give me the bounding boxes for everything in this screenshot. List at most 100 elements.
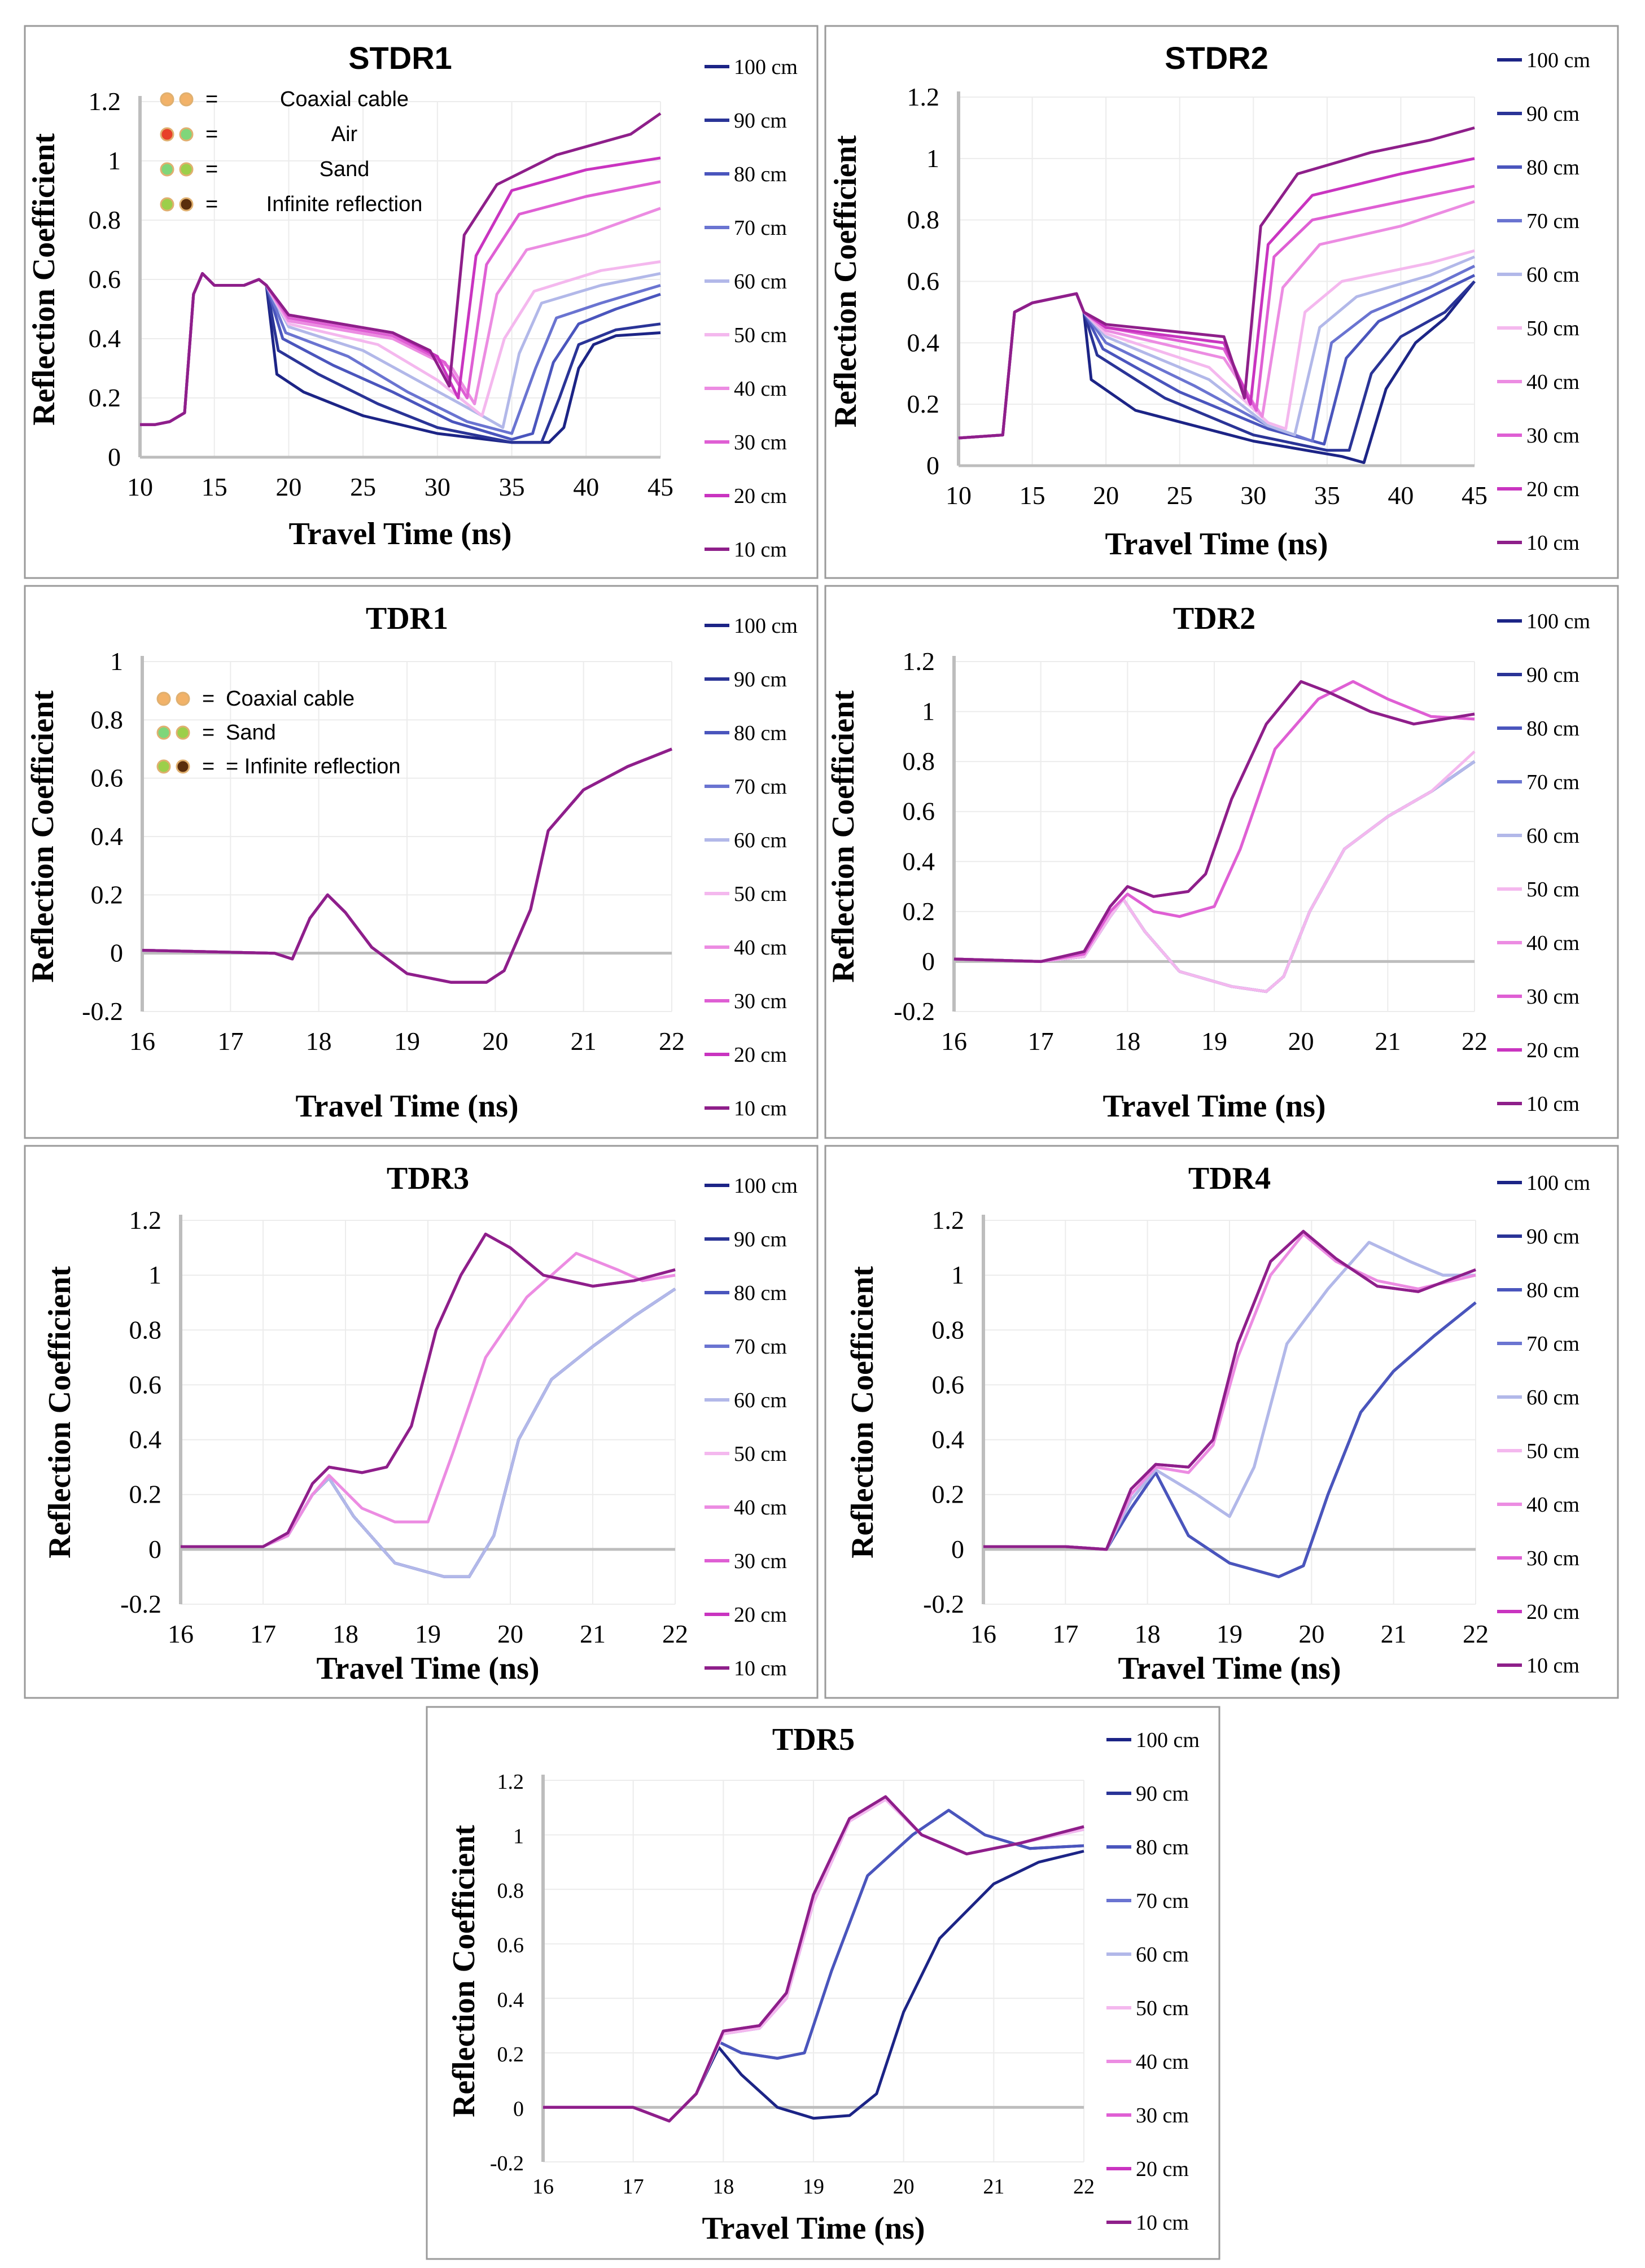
stdr2-legend-label: 50 cm <box>1526 317 1580 340</box>
tdr3-series-40-cm <box>181 1251 676 1548</box>
stdr2-x-tick-label: 40 <box>1388 481 1414 510</box>
stdr1-annotation-label: Coaxial cable <box>280 87 409 111</box>
tdr2-series-50-cm <box>953 750 1476 993</box>
tdr2-title: TDR2 <box>1173 601 1255 636</box>
tdr3-y-axis-label: Reflection Coefficient <box>42 1266 77 1558</box>
tdr4-legend-label: 20 cm <box>1526 1600 1580 1624</box>
tdr3-x-tick-label: 18 <box>333 1619 358 1648</box>
tdr4-x-tick-label: 20 <box>1298 1619 1324 1648</box>
tdr5-legend-label: 50 cm <box>1136 1996 1189 2020</box>
tdr2-legend-label: 60 cm <box>1526 824 1580 848</box>
stdr2-legend-label: 70 cm <box>1526 209 1580 233</box>
tdr3-legend-label: 100 cm <box>734 1174 798 1198</box>
stdr1-annotation-marker <box>179 197 194 212</box>
tdr2-y-tick-label: 1 <box>922 697 935 726</box>
tdr5-x-tick-label: 16 <box>532 2175 554 2199</box>
stdr1-x-tick-label: 10 <box>127 472 153 501</box>
tdr3-y-tick-label: 0.6 <box>129 1370 162 1399</box>
stdr1-legend-label: 70 cm <box>734 216 787 240</box>
tdr2-legend-label: 70 cm <box>1526 770 1580 794</box>
tdr4-legend-label: 30 cm <box>1526 1547 1580 1570</box>
tdr1-annotation-equals: = <box>202 755 215 778</box>
tdr4-legend-label: 40 cm <box>1526 1493 1580 1517</box>
tdr1-annotation-marker <box>156 691 171 706</box>
stdr1-legend-label: 40 cm <box>734 377 787 401</box>
stdr1-y-tick-label: 1.2 <box>89 87 121 116</box>
stdr1-annotation-marker <box>160 127 174 142</box>
tdr5-legend-label: 30 cm <box>1136 2104 1189 2127</box>
tdr4-x-tick-label: 21 <box>1381 1619 1407 1648</box>
stdr1-y-tick-label: 0.8 <box>89 205 121 234</box>
stdr1-x-axis-label: Travel Time (ns) <box>288 516 511 551</box>
tdr4-y-tick-label: 0.4 <box>932 1425 965 1454</box>
tdr5-x-tick-label: 22 <box>1073 2175 1095 2199</box>
stdr1-x-tick-label: 20 <box>275 472 301 501</box>
tdr3-y-tick-label: 0.8 <box>129 1315 162 1344</box>
tdr1-annotation-label: = Infinite reflection <box>226 755 400 778</box>
tdr2-y-tick-label: 0.8 <box>903 747 935 776</box>
tdr1-legend-label: 30 cm <box>734 989 787 1013</box>
stdr1-x-tick-label: 25 <box>350 472 376 501</box>
stdr1-y-tick-label: 0.6 <box>89 265 121 294</box>
stdr1-frame <box>24 25 819 579</box>
tdr3-legend-label: 20 cm <box>734 1603 787 1627</box>
tdr1-legend-label: 80 cm <box>734 721 787 745</box>
stdr1-legend-label: 20 cm <box>734 484 787 508</box>
stdr2-series-10-cm <box>958 126 1475 440</box>
tdr1-y-tick-label: 0.2 <box>91 880 124 909</box>
tdr1-legend-label: 70 cm <box>734 775 787 799</box>
tdr1-legend-label: 90 cm <box>734 668 787 691</box>
tdr3-y-tick-label: 0.4 <box>129 1425 162 1454</box>
stdr2-x-tick-label: 20 <box>1093 481 1119 510</box>
stdr1-x-tick-label: 30 <box>425 472 450 501</box>
stdr2-y-axis-label: Reflection Coefficient <box>828 135 863 427</box>
tdr4-legend-label: 80 cm <box>1526 1279 1580 1302</box>
tdr5-y-axis-label: Reflection Coefficient <box>447 1825 482 2117</box>
tdr1-x-tick-label: 17 <box>217 1027 243 1056</box>
stdr2-legend-label: 60 cm <box>1526 263 1580 287</box>
stdr2-y-tick-label: 0.8 <box>907 205 940 234</box>
stdr1-annotation-equals: = <box>205 157 218 181</box>
tdr4-x-tick-label: 17 <box>1052 1619 1078 1648</box>
tdr3-legend-label: 60 cm <box>734 1389 787 1412</box>
tdr4-title: TDR4 <box>1188 1161 1271 1196</box>
tdr3-x-tick-label: 16 <box>168 1619 194 1648</box>
tdr1-legend-label: 50 cm <box>734 882 787 906</box>
tdr1-annotation-equals: = <box>202 721 215 745</box>
stdr1-x-tick-label: 35 <box>499 472 525 501</box>
tdr4-legend-label: 50 cm <box>1526 1439 1580 1463</box>
tdr5-legend-label: 70 cm <box>1136 1889 1189 1913</box>
tdr5-y-tick-label: 0.6 <box>497 1934 524 1958</box>
tdr2-x-axis-label: Travel Time (ns) <box>1102 1089 1325 1124</box>
stdr1-annotation-label: Sand <box>320 157 370 181</box>
tdr5-frame <box>426 1706 1220 2260</box>
stdr2-y-tick-label: 0.4 <box>907 328 940 357</box>
stdr2-x-tick-label: 45 <box>1462 481 1488 510</box>
tdr1-annotation-marker <box>176 691 190 706</box>
tdr5-y-tick-label: 1.2 <box>497 1770 524 1794</box>
tdr3-legend-label: 40 cm <box>734 1496 787 1520</box>
tdr3-legend-label: 50 cm <box>734 1442 787 1466</box>
stdr1-x-tick-label: 45 <box>648 472 673 501</box>
tdr2-x-tick-label: 16 <box>941 1027 967 1056</box>
stdr1-x-tick-label: 15 <box>202 472 228 501</box>
tdr3-y-tick-label: -0.2 <box>120 1590 161 1618</box>
tdr4-x-tick-label: 19 <box>1217 1619 1243 1648</box>
tdr4-legend-label: 90 cm <box>1526 1225 1580 1249</box>
stdr2-y-tick-label: 1.2 <box>907 82 940 111</box>
tdr5-x-tick-label: 20 <box>893 2175 915 2199</box>
stdr2-y-tick-label: 0 <box>926 451 939 480</box>
tdr2-x-tick-label: 22 <box>1462 1027 1488 1056</box>
stdr1-annotation-marker <box>160 92 174 107</box>
stdr2-legend-label: 30 cm <box>1526 424 1580 448</box>
tdr4-series-10-cm <box>983 1229 1476 1551</box>
tdr5-legend-label: 100 cm <box>1136 1728 1200 1752</box>
tdr5-y-tick-label: 0.2 <box>497 2043 524 2066</box>
tdr3-legend-label: 30 cm <box>734 1549 787 1573</box>
tdr3-x-tick-label: 17 <box>250 1619 276 1648</box>
tdr4-y-tick-label: -0.2 <box>923 1590 964 1618</box>
tdr1-annotation-marker <box>176 759 190 774</box>
stdr2-frame <box>824 25 1619 579</box>
tdr4-panel: 16 17 18 19 20 21 22 -0.2 0 0.2 0.4 0.6 0.8 1 1.2 TDR4 T… <box>824 1145 1619 1699</box>
